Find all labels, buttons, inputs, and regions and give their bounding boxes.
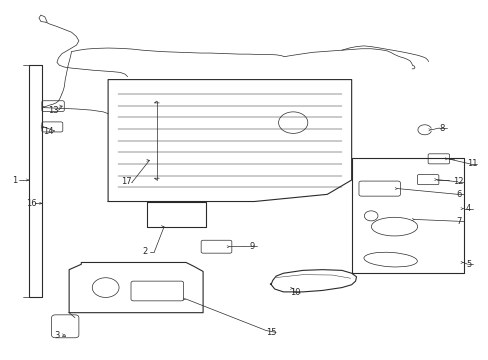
- Text: 4: 4: [465, 204, 470, 213]
- FancyBboxPatch shape: [131, 281, 183, 301]
- Text: 8: 8: [438, 123, 444, 132]
- Text: 16: 16: [26, 199, 37, 208]
- Text: 3: 3: [54, 332, 60, 341]
- Text: 11: 11: [466, 159, 477, 168]
- Text: 9: 9: [249, 242, 254, 251]
- Text: 7: 7: [455, 217, 461, 226]
- FancyBboxPatch shape: [417, 175, 438, 185]
- FancyBboxPatch shape: [427, 154, 448, 164]
- Text: 1: 1: [12, 176, 17, 185]
- Text: 2: 2: [142, 247, 147, 256]
- Text: 14: 14: [43, 127, 54, 136]
- Text: 10: 10: [290, 288, 300, 297]
- FancyBboxPatch shape: [201, 240, 231, 253]
- Text: 15: 15: [265, 328, 276, 337]
- Text: 17: 17: [121, 177, 132, 186]
- Text: 13: 13: [48, 105, 59, 114]
- Text: 12: 12: [453, 177, 463, 186]
- FancyBboxPatch shape: [42, 101, 64, 112]
- FancyBboxPatch shape: [42, 122, 62, 132]
- FancyBboxPatch shape: [358, 181, 400, 196]
- FancyBboxPatch shape: [52, 315, 79, 338]
- Text: 5: 5: [465, 260, 470, 269]
- Text: 6: 6: [455, 190, 461, 199]
